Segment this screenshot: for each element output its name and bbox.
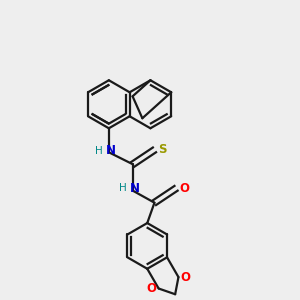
Text: O: O: [147, 282, 157, 295]
Text: H: H: [119, 183, 126, 194]
Text: S: S: [158, 143, 167, 156]
Text: O: O: [180, 271, 190, 284]
Text: N: N: [106, 143, 116, 157]
Text: H: H: [95, 146, 102, 156]
Text: O: O: [179, 182, 189, 195]
Text: N: N: [130, 182, 140, 195]
